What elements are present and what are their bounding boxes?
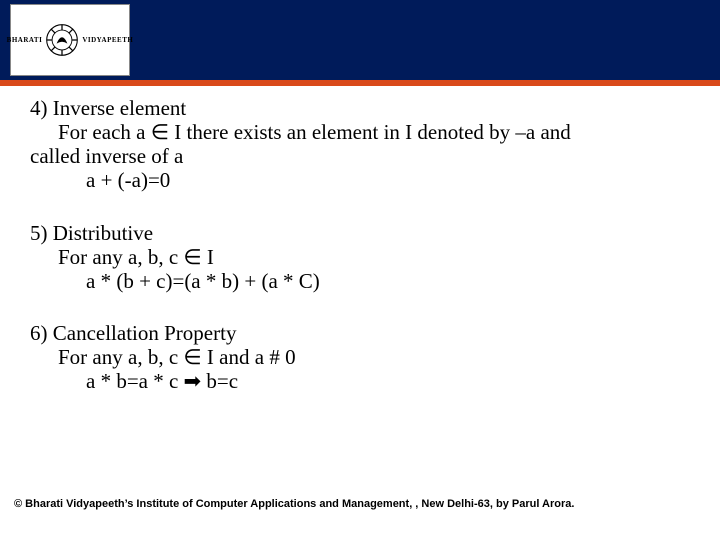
accent-strip bbox=[0, 80, 720, 86]
item-6-num: 6) bbox=[30, 321, 48, 345]
item-5-body-line1: For any a, b, c ∈ I bbox=[30, 245, 690, 269]
logo-inner: BHARATI VIDYAPEETH bbox=[7, 22, 134, 58]
item-5-equation: a * (b + c)=(a * b) + (a * C) bbox=[30, 269, 690, 293]
item-6-equation: a * b=a * c ➡ b=c bbox=[30, 369, 690, 393]
logo-text-right: VIDYAPEETH bbox=[82, 36, 133, 44]
item-5: 5) Distributive For any a, b, c ∈ I a * … bbox=[30, 221, 690, 293]
item-4-title: Inverse element bbox=[53, 96, 187, 120]
item-4: 4) Inverse element For each a ∈ I there … bbox=[30, 96, 690, 193]
footer-copyright: © Bharati Vidyapeeth’s Institute of Comp… bbox=[14, 498, 574, 510]
item-6: 6) Cancellation Property For any a, b, c… bbox=[30, 321, 690, 393]
logo-area: BHARATI VIDYAPEETH bbox=[10, 4, 130, 76]
item-6-body-line1: For any a, b, c ∈ I and a # 0 bbox=[30, 345, 690, 369]
item-6-heading: 6) Cancellation Property bbox=[30, 321, 690, 345]
item-4-body-line2: called inverse of a bbox=[30, 144, 690, 168]
item-4-heading: 4) Inverse element bbox=[30, 96, 690, 120]
slide-content: 4) Inverse element For each a ∈ I there … bbox=[30, 96, 690, 421]
item-4-num: 4) bbox=[30, 96, 48, 120]
logo-emblem-icon bbox=[44, 22, 80, 58]
item-5-num: 5) bbox=[30, 221, 48, 245]
item-6-title: Cancellation Property bbox=[53, 321, 237, 345]
item-4-equation: a + (-a)=0 bbox=[30, 168, 690, 192]
item-5-title: Distributive bbox=[53, 221, 153, 245]
item-4-body-line1: For each a ∈ I there exists an element i… bbox=[30, 120, 690, 144]
logo-text-left: BHARATI bbox=[7, 36, 43, 44]
item-5-heading: 5) Distributive bbox=[30, 221, 690, 245]
